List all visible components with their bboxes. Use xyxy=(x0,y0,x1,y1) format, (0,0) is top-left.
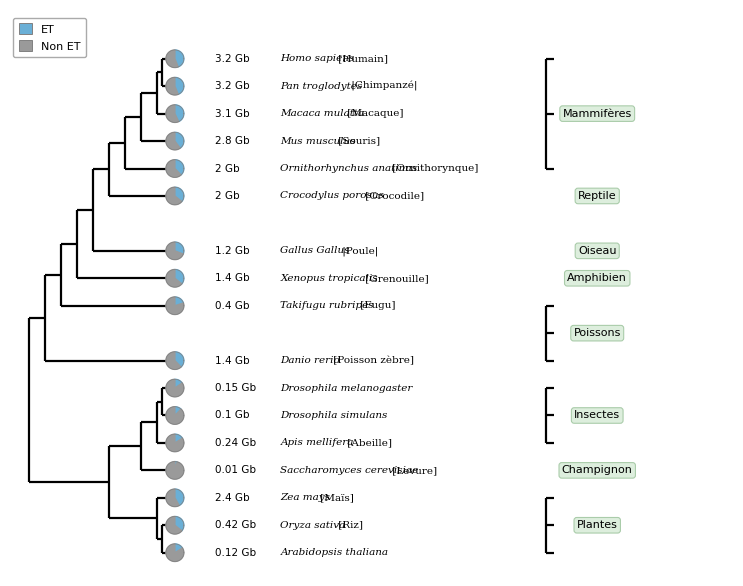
Text: Mammifères: Mammifères xyxy=(562,108,632,118)
Polygon shape xyxy=(166,270,182,287)
Text: [Riz]: [Riz] xyxy=(334,521,363,530)
Text: Crocodylus porosus: Crocodylus porosus xyxy=(281,192,384,200)
Polygon shape xyxy=(166,544,184,561)
Polygon shape xyxy=(175,434,183,443)
Text: 0.42 Gb: 0.42 Gb xyxy=(215,520,256,530)
Polygon shape xyxy=(166,105,179,122)
Polygon shape xyxy=(175,242,184,254)
Polygon shape xyxy=(175,187,184,202)
Polygon shape xyxy=(166,132,180,150)
Polygon shape xyxy=(166,160,181,178)
Text: Drosophila simulans: Drosophila simulans xyxy=(281,411,388,420)
Text: Reptile: Reptile xyxy=(578,191,617,201)
Text: Ornithorhynchus anatinus: Ornithorhynchus anatinus xyxy=(281,164,418,173)
Text: Champignon: Champignon xyxy=(562,465,632,475)
Text: [Poisson zèbre]: [Poisson zèbre] xyxy=(330,356,414,365)
Polygon shape xyxy=(166,489,179,506)
Text: 1.4 Gb: 1.4 Gb xyxy=(215,356,250,366)
Polygon shape xyxy=(166,187,182,205)
Text: [Souris]: [Souris] xyxy=(334,137,380,145)
Text: Plantes: Plantes xyxy=(577,520,617,530)
Text: Pan troglodytes: Pan troglodytes xyxy=(281,81,363,91)
Text: [Levure]: [Levure] xyxy=(389,466,437,475)
Text: [Macaque]: [Macaque] xyxy=(344,109,403,118)
Polygon shape xyxy=(166,407,184,424)
Text: Oryza sativa: Oryza sativa xyxy=(281,521,345,530)
Polygon shape xyxy=(166,379,184,397)
Text: [Maïs]: [Maïs] xyxy=(317,493,354,502)
Text: 2.4 Gb: 2.4 Gb xyxy=(215,493,250,503)
Polygon shape xyxy=(175,379,182,388)
Polygon shape xyxy=(175,516,184,531)
Text: |Chimpanzé|: |Chimpanzé| xyxy=(348,81,418,91)
Text: Homo sapiens: Homo sapiens xyxy=(281,54,354,63)
Text: 3.2 Gb: 3.2 Gb xyxy=(215,54,250,64)
Polygon shape xyxy=(175,50,184,67)
Polygon shape xyxy=(175,489,184,506)
Polygon shape xyxy=(166,50,178,67)
Text: Amphibien: Amphibien xyxy=(568,273,627,283)
Text: |Poule|: |Poule| xyxy=(339,246,378,255)
Text: Macaca mulatta: Macaca mulatta xyxy=(281,109,365,118)
Polygon shape xyxy=(175,462,177,471)
Text: 0.15 Gb: 0.15 Gb xyxy=(215,383,256,393)
Text: 0.1 Gb: 0.1 Gb xyxy=(215,410,250,421)
Text: Saccharomyces cerevisiae: Saccharomyces cerevisiae xyxy=(281,466,419,475)
Legend: ET, Non ET: ET, Non ET xyxy=(13,18,86,57)
Polygon shape xyxy=(166,242,184,260)
Text: Apis mellifera: Apis mellifera xyxy=(281,438,354,448)
Polygon shape xyxy=(175,105,184,121)
Text: Poissons: Poissons xyxy=(574,328,621,338)
Text: 1.2 Gb: 1.2 Gb xyxy=(215,246,250,256)
Text: Mus musculus: Mus musculus xyxy=(281,137,356,145)
Text: Drosophila melanogaster: Drosophila melanogaster xyxy=(281,384,413,393)
Text: [Fugu]: [Fugu] xyxy=(357,301,396,310)
Text: 0.4 Gb: 0.4 Gb xyxy=(215,301,250,311)
Text: 3.2 Gb: 3.2 Gb xyxy=(215,81,250,91)
Text: [Grenouille]: [Grenouille] xyxy=(362,274,429,283)
Text: Xenopus tropicalis: Xenopus tropicalis xyxy=(281,274,378,283)
Polygon shape xyxy=(175,132,184,148)
Text: 3.1 Gb: 3.1 Gb xyxy=(215,108,250,118)
Text: [Crocodile]: [Crocodile] xyxy=(362,192,424,200)
Text: 2.8 Gb: 2.8 Gb xyxy=(215,136,250,146)
Polygon shape xyxy=(166,77,178,95)
Text: 2 Gb: 2 Gb xyxy=(215,191,239,201)
Polygon shape xyxy=(175,77,184,94)
Polygon shape xyxy=(175,407,181,415)
Polygon shape xyxy=(166,462,184,479)
Polygon shape xyxy=(175,270,184,284)
Polygon shape xyxy=(166,352,181,369)
Text: Gallus Gallus: Gallus Gallus xyxy=(281,246,350,255)
Text: 0.01 Gb: 0.01 Gb xyxy=(215,465,256,475)
Polygon shape xyxy=(175,297,184,306)
Text: [Ornithorynque]: [Ornithorynque] xyxy=(389,164,478,173)
Text: 2 Gb: 2 Gb xyxy=(215,163,239,173)
Text: 0.24 Gb: 0.24 Gb xyxy=(215,438,256,448)
Text: [Abeille]: [Abeille] xyxy=(344,438,392,448)
Polygon shape xyxy=(175,160,184,175)
Text: Oiseau: Oiseau xyxy=(578,246,617,256)
Text: Danio rerio: Danio rerio xyxy=(281,356,340,365)
Text: [Humain]: [Humain] xyxy=(334,54,388,63)
Polygon shape xyxy=(166,516,182,534)
Polygon shape xyxy=(166,434,184,452)
Polygon shape xyxy=(175,544,183,553)
Text: Insectes: Insectes xyxy=(574,410,620,421)
Polygon shape xyxy=(166,297,184,315)
Text: 1.4 Gb: 1.4 Gb xyxy=(215,273,250,283)
Polygon shape xyxy=(175,352,184,367)
Text: Arabidopsis thaliana: Arabidopsis thaliana xyxy=(281,548,389,557)
Text: 0.12 Gb: 0.12 Gb xyxy=(215,548,256,558)
Text: Zea mays: Zea mays xyxy=(281,493,331,502)
Text: Takifugu rubripes: Takifugu rubripes xyxy=(281,301,374,310)
